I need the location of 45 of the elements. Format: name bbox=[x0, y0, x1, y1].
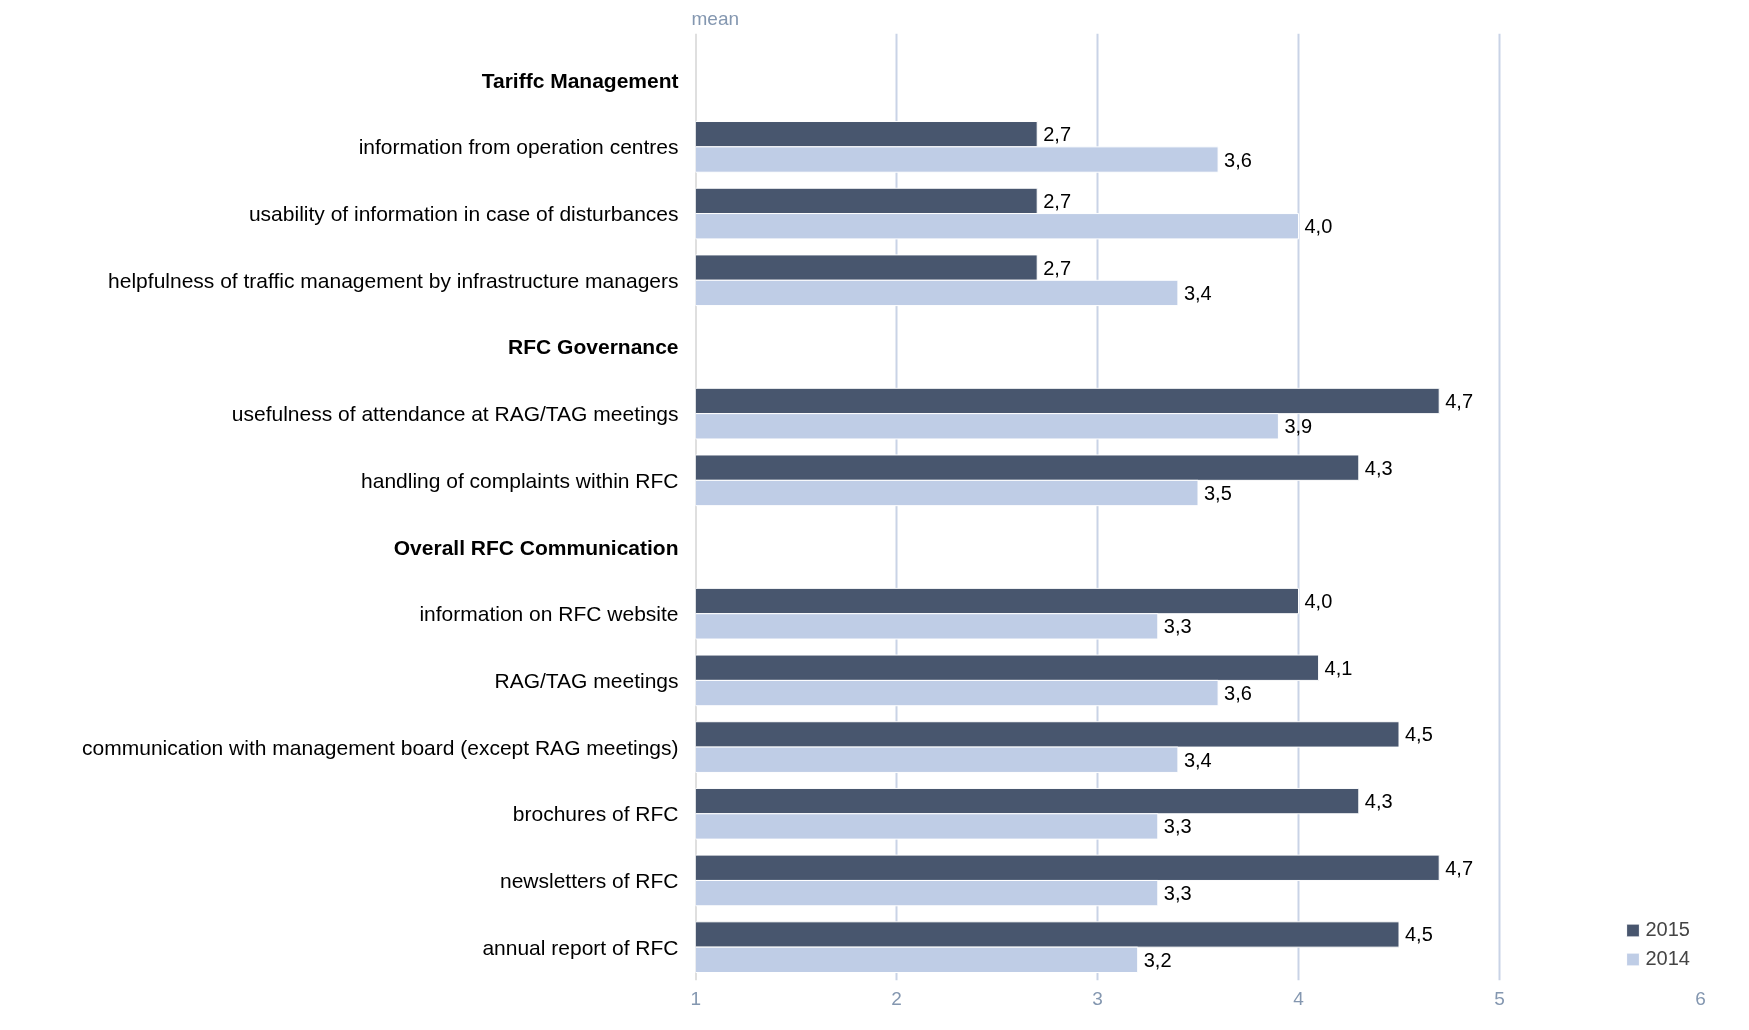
x-tick-label: 1 bbox=[690, 987, 702, 1009]
y-tick-label: annual report of RFC bbox=[482, 935, 679, 959]
x-tick-label: 6 bbox=[1695, 987, 1706, 1009]
data-label: 4,3 bbox=[1364, 456, 1393, 479]
y-tick-label: newsletters of RFC bbox=[499, 868, 679, 892]
data-label: 3,5 bbox=[1204, 482, 1232, 504]
data-label: 3,3 bbox=[1163, 882, 1192, 905]
data-label: 3,9 bbox=[1284, 415, 1313, 438]
data-label: 3,2 bbox=[1143, 948, 1172, 971]
data-label: 2,7 bbox=[1043, 256, 1072, 279]
data-label: 4,7 bbox=[1445, 856, 1474, 879]
data-label: 4,5 bbox=[1405, 723, 1433, 746]
x-tick-label: 2 bbox=[891, 987, 902, 1009]
y-tick-label: brochures of RFC bbox=[512, 802, 679, 826]
data-label: 3,4 bbox=[1183, 748, 1212, 771]
data-label: 4,0 bbox=[1304, 590, 1333, 613]
y-tick-label: information on RFC website bbox=[419, 602, 679, 626]
data-label: 4,0 bbox=[1304, 215, 1333, 238]
y-tick-label: communication with management board (except RAG meetings) bbox=[82, 735, 679, 759]
y-tick-label: usability of information in case of disturbances bbox=[248, 202, 679, 226]
data-label: 3,4 bbox=[1183, 281, 1212, 304]
x-tick-label: 3 bbox=[1092, 987, 1103, 1009]
y-tick-label: usefulness of attendance at RAG/TAG meetings bbox=[231, 402, 679, 426]
data-label: 4,7 bbox=[1445, 389, 1474, 412]
legend-label: 2014 bbox=[1645, 947, 1690, 970]
data-label: 3,6 bbox=[1224, 682, 1252, 705]
y-tick-label: handling of complaints within RFC bbox=[361, 468, 679, 492]
data-label: 3,6 bbox=[1224, 148, 1252, 171]
y-tick-label: information from operation centres bbox=[358, 135, 679, 159]
y-tick-label: helpfulness of traffic management by infrastructure managers bbox=[108, 268, 679, 292]
x-axis-title: mean bbox=[691, 7, 740, 29]
data-label: 4,1 bbox=[1324, 656, 1353, 679]
data-label: 2,7 bbox=[1043, 123, 1072, 146]
data-label: 3,3 bbox=[1163, 815, 1192, 838]
data-label: 3,3 bbox=[1163, 615, 1192, 638]
y-tick-label: Tariffc Management bbox=[481, 68, 679, 92]
data-label: 4,5 bbox=[1405, 923, 1433, 946]
data-label: 2,7 bbox=[1043, 189, 1072, 212]
y-tick-label: Overall RFC Communication bbox=[393, 535, 679, 559]
x-tick-label: 4 bbox=[1293, 987, 1305, 1009]
x-tick-label: 5 bbox=[1494, 987, 1505, 1009]
y-tick-label: RFC Governance bbox=[508, 335, 679, 359]
data-label: 4,3 bbox=[1364, 790, 1393, 813]
legend-label: 2015 bbox=[1645, 918, 1690, 941]
y-tick-label: RAG/TAG meetings bbox=[494, 668, 679, 692]
